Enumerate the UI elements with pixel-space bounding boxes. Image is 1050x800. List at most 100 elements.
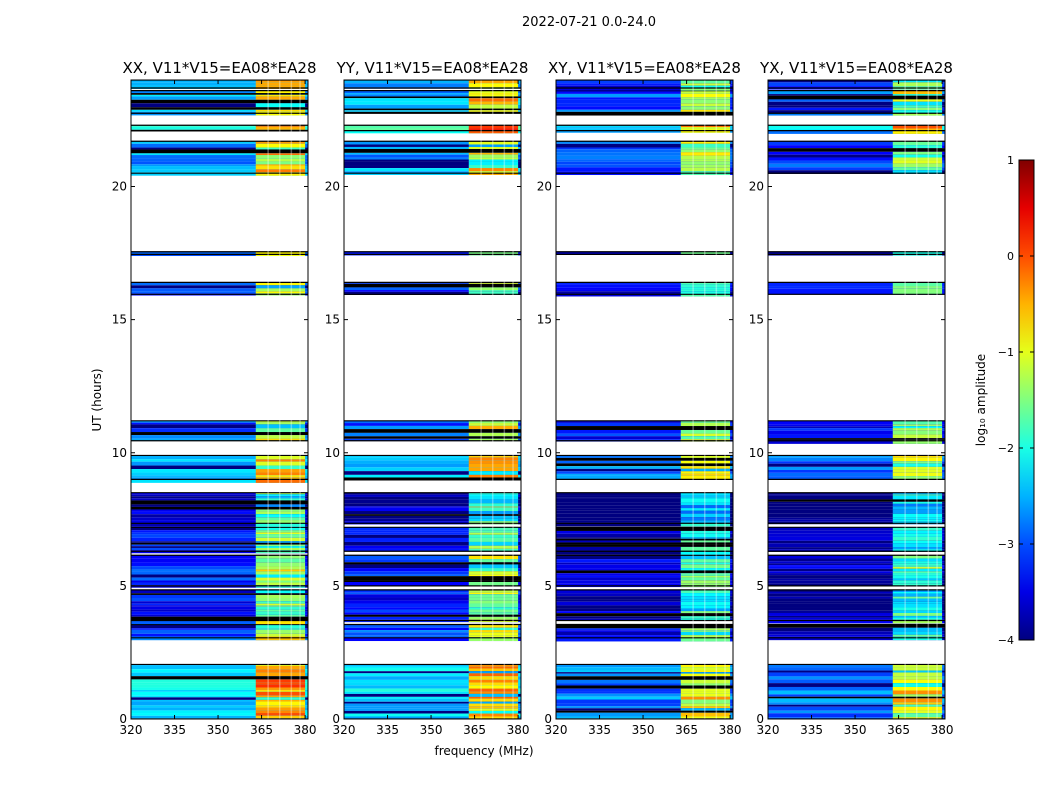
spectrum-row bbox=[344, 607, 521, 610]
rfi-band-row bbox=[255, 428, 306, 433]
spectrum-row bbox=[556, 473, 733, 476]
rfi-band-row bbox=[255, 546, 306, 548]
flagged-row bbox=[556, 570, 733, 574]
flagged-row bbox=[556, 457, 733, 461]
spectrum-row bbox=[131, 689, 308, 692]
spectrum-row bbox=[768, 612, 945, 616]
spectrum-row bbox=[556, 573, 733, 576]
x-tick-label: 380 bbox=[294, 723, 317, 737]
x-tick-label: 350 bbox=[844, 723, 867, 737]
spectrum-row bbox=[768, 527, 945, 531]
spectrum-row bbox=[131, 288, 308, 292]
flagged-row bbox=[768, 95, 945, 100]
rfi-band-row bbox=[468, 515, 519, 519]
flagged-row bbox=[131, 149, 308, 154]
spectrum-row bbox=[344, 530, 521, 533]
spectrum-row bbox=[344, 627, 521, 631]
rfi-band-row bbox=[468, 545, 519, 549]
spectrum-row bbox=[556, 605, 733, 609]
rfi-band-row bbox=[255, 514, 306, 518]
spectrum-row bbox=[768, 578, 945, 581]
rfi-band-row bbox=[255, 598, 306, 602]
rfi-band-row bbox=[892, 694, 943, 697]
spectrum-row bbox=[768, 627, 945, 632]
rfi-band-row bbox=[680, 703, 731, 707]
rfi-band-row bbox=[892, 636, 943, 641]
spectrum-row bbox=[768, 676, 945, 680]
spectrum-row bbox=[131, 601, 308, 604]
rfi-band-row bbox=[468, 532, 519, 535]
rfi-band-row bbox=[680, 580, 731, 584]
rfi-band-row bbox=[468, 706, 519, 709]
rfi-band-row bbox=[255, 555, 306, 559]
spectrum-row bbox=[344, 291, 521, 295]
figure-title: 2022-07-21 0.0-24.0 bbox=[522, 15, 656, 30]
rfi-band-row bbox=[892, 82, 943, 87]
flagged-row bbox=[344, 108, 521, 111]
spectrum-row bbox=[768, 591, 945, 594]
rfi-band-row bbox=[468, 499, 519, 504]
spectrum-row bbox=[344, 80, 521, 84]
spectrum-row bbox=[768, 679, 945, 684]
flagged-row bbox=[768, 696, 945, 699]
spectrum-row bbox=[344, 710, 521, 714]
rfi-band-row bbox=[892, 547, 943, 550]
rfi-band-row bbox=[680, 530, 731, 534]
rfi-band-row bbox=[680, 167, 731, 172]
spectrum-row bbox=[131, 684, 308, 688]
flagged-row bbox=[556, 538, 733, 541]
rfi-band-row bbox=[255, 620, 306, 625]
rfi-band-row bbox=[255, 422, 306, 425]
spectrum-row bbox=[344, 101, 521, 105]
rfi-band-row bbox=[680, 99, 731, 104]
flagged-row bbox=[131, 99, 308, 104]
spectrum-row bbox=[131, 574, 308, 578]
rfi-band-row bbox=[255, 291, 306, 294]
rfi-band-row bbox=[255, 628, 306, 630]
rfi-band-row bbox=[892, 565, 943, 567]
spectrum-row bbox=[344, 564, 521, 569]
rfi-band-row bbox=[468, 507, 519, 512]
colorbar-tick-label: −4 bbox=[998, 634, 1014, 647]
rfi-band-row bbox=[468, 423, 519, 426]
spectrum-row bbox=[131, 598, 308, 602]
spectrum-row bbox=[131, 420, 308, 423]
rfi-band-row bbox=[680, 628, 731, 631]
rfi-band-row bbox=[468, 157, 519, 160]
rfi-band-row bbox=[468, 713, 519, 717]
rfi-band-row bbox=[892, 80, 943, 83]
rfi-band-row bbox=[892, 631, 943, 635]
spectrum-row bbox=[131, 164, 308, 167]
spectrum-row bbox=[768, 617, 945, 620]
spectrum-row bbox=[131, 147, 308, 150]
spectrum-row bbox=[344, 457, 521, 461]
spectrum-row bbox=[556, 631, 733, 636]
rfi-band-row bbox=[468, 673, 519, 677]
spectrum-row bbox=[768, 424, 945, 427]
panel-xx: XX, V11*V15=EA08*EA28 320 335 350 365 380 0 5 10… bbox=[112, 59, 317, 737]
rfi-band-row bbox=[255, 629, 306, 634]
y-tick-label: 10 bbox=[325, 446, 340, 460]
rfi-band-row bbox=[680, 460, 731, 464]
rfi-band-row bbox=[255, 420, 306, 423]
y-tick-label: 15 bbox=[537, 313, 552, 327]
rfi-band-row bbox=[468, 291, 519, 295]
rfi-band-row bbox=[468, 597, 519, 601]
flagged-row bbox=[556, 542, 733, 545]
rfi-band-row bbox=[255, 469, 306, 473]
rfi-band-row bbox=[468, 612, 519, 615]
rfi-band-row bbox=[468, 600, 519, 604]
rfi-band-row bbox=[255, 611, 306, 615]
rfi-band-row bbox=[468, 537, 519, 542]
rfi-band-row bbox=[892, 163, 943, 168]
spectrum-row bbox=[131, 569, 308, 572]
rfi-band-row bbox=[680, 289, 731, 292]
spectrum-row bbox=[131, 699, 308, 702]
spectrum-row bbox=[556, 630, 733, 632]
rfi-band-row bbox=[255, 691, 306, 696]
spectrum-row bbox=[556, 429, 733, 434]
x-tick-label: 365 bbox=[250, 723, 273, 737]
spectrum-row bbox=[344, 703, 521, 707]
spectrum-row bbox=[131, 80, 308, 83]
rfi-band-row bbox=[892, 704, 943, 707]
